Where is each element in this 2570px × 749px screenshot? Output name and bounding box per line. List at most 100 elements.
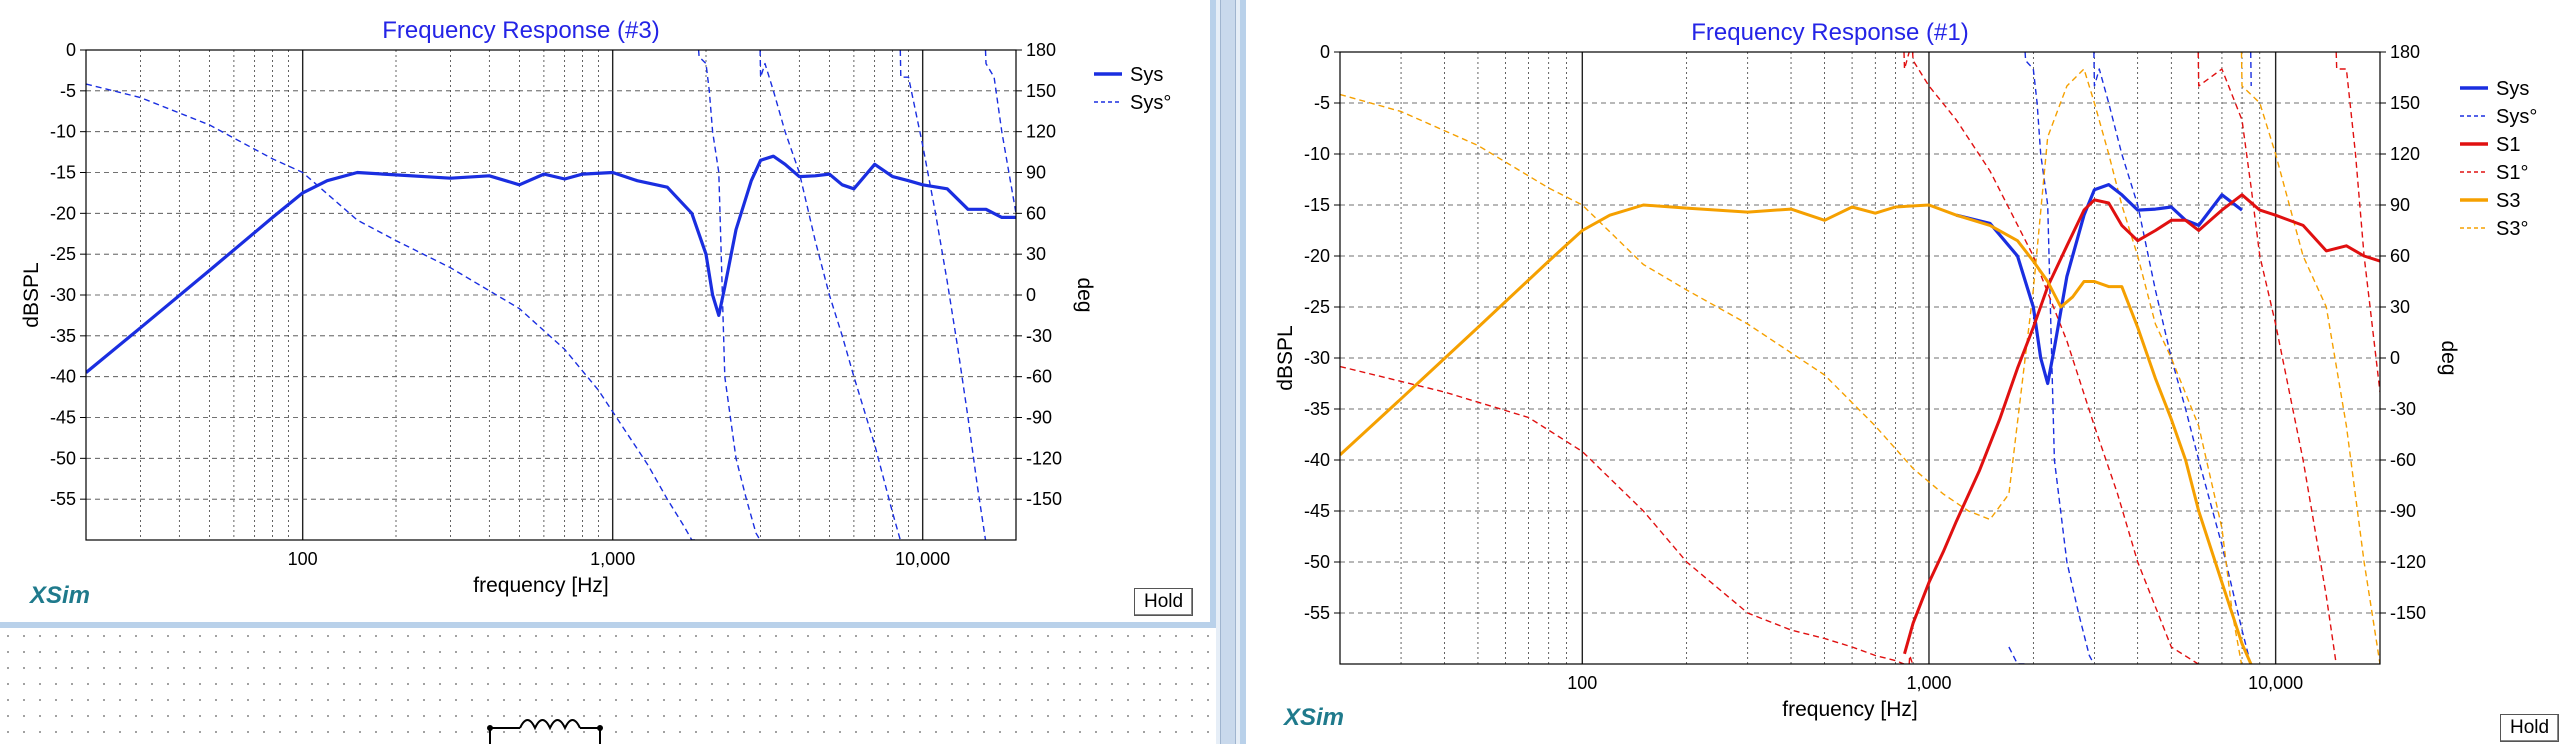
y2-tick-label: -150 <box>2390 603 2426 623</box>
y-tick-label: -25 <box>1304 297 1330 317</box>
x-tick-label: 1,000 <box>1906 673 1951 693</box>
y-tick-label: -15 <box>1304 195 1330 215</box>
x-axis-label: frequency [Hz] <box>1782 698 1917 721</box>
y-tick-label: -5 <box>1314 93 1330 113</box>
legend-label: Sys° <box>2496 106 2537 128</box>
y-tick-label: -50 <box>1304 552 1330 572</box>
splitter-bar[interactable] <box>1220 0 1236 744</box>
series-sys-line <box>86 154 1016 374</box>
series-s3-phase-line <box>1340 68 2243 664</box>
series-sys-phase-line <box>697 50 761 540</box>
y-tick-label: -15 <box>50 163 76 183</box>
y2-tick-label: -90 <box>1026 408 1052 428</box>
y-tick-label: -45 <box>1304 501 1330 521</box>
legend: Sys Sys° S1 S1° S3 S3° <box>2460 78 2537 240</box>
xsim-logo: XSim <box>1284 704 1345 731</box>
chart-title: Frequency Response (#3) <box>382 17 659 44</box>
y2-tick-label: -120 <box>1026 448 1062 468</box>
series-s1-phase-line <box>1903 52 1910 70</box>
y-axis-label: dBSPL <box>20 262 43 327</box>
schematic-drawing <box>487 719 603 744</box>
y-tick-label: -40 <box>50 367 76 387</box>
series-sys-phase-line <box>759 50 901 540</box>
series-lines <box>86 50 1016 540</box>
legend-label: S3 <box>2496 190 2520 212</box>
y2-tick-label: 180 <box>1026 40 1056 60</box>
y2-tick-label: 180 <box>2390 42 2420 62</box>
x-tick-label: 100 <box>288 549 318 569</box>
y2-tick-label: 60 <box>2390 246 2410 266</box>
y2-tick-label: -150 <box>1026 489 1062 509</box>
y-tick-label: -5 <box>60 81 76 101</box>
series-sys-phase-line <box>2093 52 2252 664</box>
series-s1-phase-line <box>1340 365 1905 664</box>
y2-axis-label: deg <box>2437 340 2460 375</box>
frequency-response-window-3: 0 -5 -10 -15 -20 -25 -30 -35 -40 -45 -50 -55 180 150 1… <box>0 0 1216 628</box>
legend: Sys Sys° <box>1094 64 1171 114</box>
hold-button[interactable]: Hold <box>1134 588 1194 616</box>
frequency-response-window-1: 0 -5 -10 -15 -20 -25 -30 -35 -40 -45 -50 -55 180 150 1… <box>1240 0 2570 744</box>
series-sys-phase-line <box>984 50 1016 214</box>
legend-label: S1 <box>2496 134 2520 156</box>
y2-axis-label: deg <box>1073 277 1096 312</box>
y2-tick-label: 90 <box>1026 163 1046 183</box>
y-tick-label: -35 <box>1304 399 1330 419</box>
schematic-canvas[interactable] <box>0 628 1216 744</box>
x-tick-label: 10,000 <box>895 549 950 569</box>
frequency-response-chart-3: 0 -5 -10 -15 -20 -25 -30 -35 -40 -45 -50 -55 180 150 1… <box>20 17 1171 597</box>
series-s1-phase-line <box>2335 52 2380 393</box>
y-tick-label: -55 <box>50 489 76 509</box>
chart-title: Frequency Response (#1) <box>1691 19 1968 46</box>
series-sys-phase-line <box>899 50 987 540</box>
y-tick-label: -55 <box>1304 603 1330 623</box>
series-sys-phase-line <box>86 83 699 540</box>
y-tick-label: -10 <box>1304 144 1330 164</box>
y2-tick-label: 30 <box>2390 297 2410 317</box>
legend-label: Sys <box>1130 64 1163 86</box>
y2-tick-label: 30 <box>1026 244 1046 264</box>
series-s3-line <box>1340 203 2253 664</box>
legend-label: Sys <box>2496 78 2529 100</box>
hold-button[interactable]: Hold <box>2500 714 2560 742</box>
series-s1-phase-line <box>1908 654 1914 664</box>
y2-tick-label: -90 <box>2390 501 2416 521</box>
y2-tick-label: -60 <box>2390 450 2416 470</box>
y-tick-label: -30 <box>50 285 76 305</box>
legend-label: Sys° <box>1130 92 1171 114</box>
y2-tick-label: -60 <box>1026 367 1052 387</box>
y2-tick-label: 90 <box>2390 195 2410 215</box>
series-s3-phase-line <box>2240 52 2380 664</box>
legend-label: S1° <box>2496 162 2528 184</box>
series-lines <box>1340 52 2380 664</box>
y2-tick-label: -30 <box>1026 326 1052 346</box>
y-tick-label: -20 <box>1304 246 1330 266</box>
grid <box>86 50 1016 540</box>
y-tick-label: -45 <box>50 408 76 428</box>
y-tick-label: 0 <box>1320 42 1330 62</box>
series-s1-phase-line <box>2197 52 2337 664</box>
x-tick-label: 1,000 <box>590 549 635 569</box>
series-sys-phase-line <box>2024 52 2095 664</box>
y2-tick-label: 0 <box>1026 285 1036 305</box>
y-tick-label: 0 <box>66 40 76 60</box>
y2-tick-label: 120 <box>1026 122 1056 142</box>
y-tick-label: -20 <box>50 203 76 223</box>
x-axis-label: frequency [Hz] <box>473 574 608 597</box>
xsim-logo: XSim <box>30 582 91 609</box>
y2-tick-label: 150 <box>2390 93 2420 113</box>
series-s1-phase-line <box>1911 52 2199 664</box>
y-tick-label: -50 <box>50 448 76 468</box>
y2-tick-label: 60 <box>1026 203 1046 223</box>
y2-tick-label: -30 <box>2390 399 2416 419</box>
y-axis-label: dBSPL <box>1274 325 1297 390</box>
x-tick-label: 10,000 <box>2248 673 2303 693</box>
legend-label: S3° <box>2496 218 2528 240</box>
y-tick-label: -10 <box>50 122 76 142</box>
y-tick-label: -40 <box>1304 450 1330 470</box>
window-splitter[interactable] <box>1216 0 1240 744</box>
y-tick-label: -25 <box>50 244 76 264</box>
frequency-response-chart-1: 0 -5 -10 -15 -20 -25 -30 -35 -40 -45 -50 -55 180 150 1… <box>1274 19 2537 721</box>
y2-tick-label: -120 <box>2390 552 2426 572</box>
y2-tick-label: 120 <box>2390 144 2420 164</box>
x-tick-label: 100 <box>1567 673 1597 693</box>
